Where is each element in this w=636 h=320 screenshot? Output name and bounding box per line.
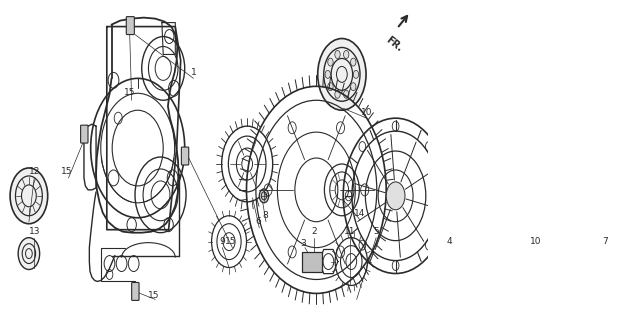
Text: 11: 11 <box>344 227 356 236</box>
Circle shape <box>547 226 554 236</box>
Circle shape <box>335 51 340 59</box>
Circle shape <box>522 226 529 236</box>
Text: 15: 15 <box>225 237 236 246</box>
Circle shape <box>522 199 529 209</box>
Text: 12: 12 <box>29 167 40 176</box>
Circle shape <box>386 182 405 210</box>
Text: 4: 4 <box>446 237 452 246</box>
Text: 9: 9 <box>219 237 225 246</box>
Circle shape <box>18 238 39 269</box>
Circle shape <box>10 168 48 224</box>
Circle shape <box>547 199 554 209</box>
Text: 10: 10 <box>361 108 373 117</box>
Text: 8: 8 <box>263 211 268 220</box>
Text: FR.: FR. <box>384 35 404 53</box>
Circle shape <box>343 51 349 59</box>
Text: 13: 13 <box>29 227 40 236</box>
Bar <box>301 252 322 271</box>
Text: 15: 15 <box>124 88 135 97</box>
Circle shape <box>318 38 366 110</box>
Text: 1: 1 <box>191 68 197 77</box>
Text: 15: 15 <box>61 167 73 176</box>
Circle shape <box>550 213 556 223</box>
Circle shape <box>353 70 359 78</box>
Text: 2: 2 <box>312 227 317 236</box>
Circle shape <box>350 58 356 66</box>
Text: 10: 10 <box>530 237 542 246</box>
FancyBboxPatch shape <box>81 125 88 143</box>
Circle shape <box>350 83 356 91</box>
Circle shape <box>259 189 268 203</box>
Text: 3: 3 <box>301 239 307 248</box>
Text: 6: 6 <box>256 217 261 226</box>
Circle shape <box>335 90 340 98</box>
Circle shape <box>539 235 546 244</box>
Circle shape <box>325 70 331 78</box>
Text: 14: 14 <box>354 209 366 218</box>
Circle shape <box>539 191 546 201</box>
Circle shape <box>511 178 565 258</box>
Circle shape <box>328 83 333 91</box>
FancyBboxPatch shape <box>127 17 134 35</box>
Circle shape <box>519 213 526 223</box>
Text: 15: 15 <box>148 291 160 300</box>
Circle shape <box>343 90 349 98</box>
FancyBboxPatch shape <box>132 283 139 300</box>
Text: 5: 5 <box>373 227 379 236</box>
Circle shape <box>530 235 537 244</box>
FancyBboxPatch shape <box>181 147 189 165</box>
Text: 7: 7 <box>602 237 608 246</box>
Circle shape <box>530 191 537 201</box>
Circle shape <box>328 58 333 66</box>
